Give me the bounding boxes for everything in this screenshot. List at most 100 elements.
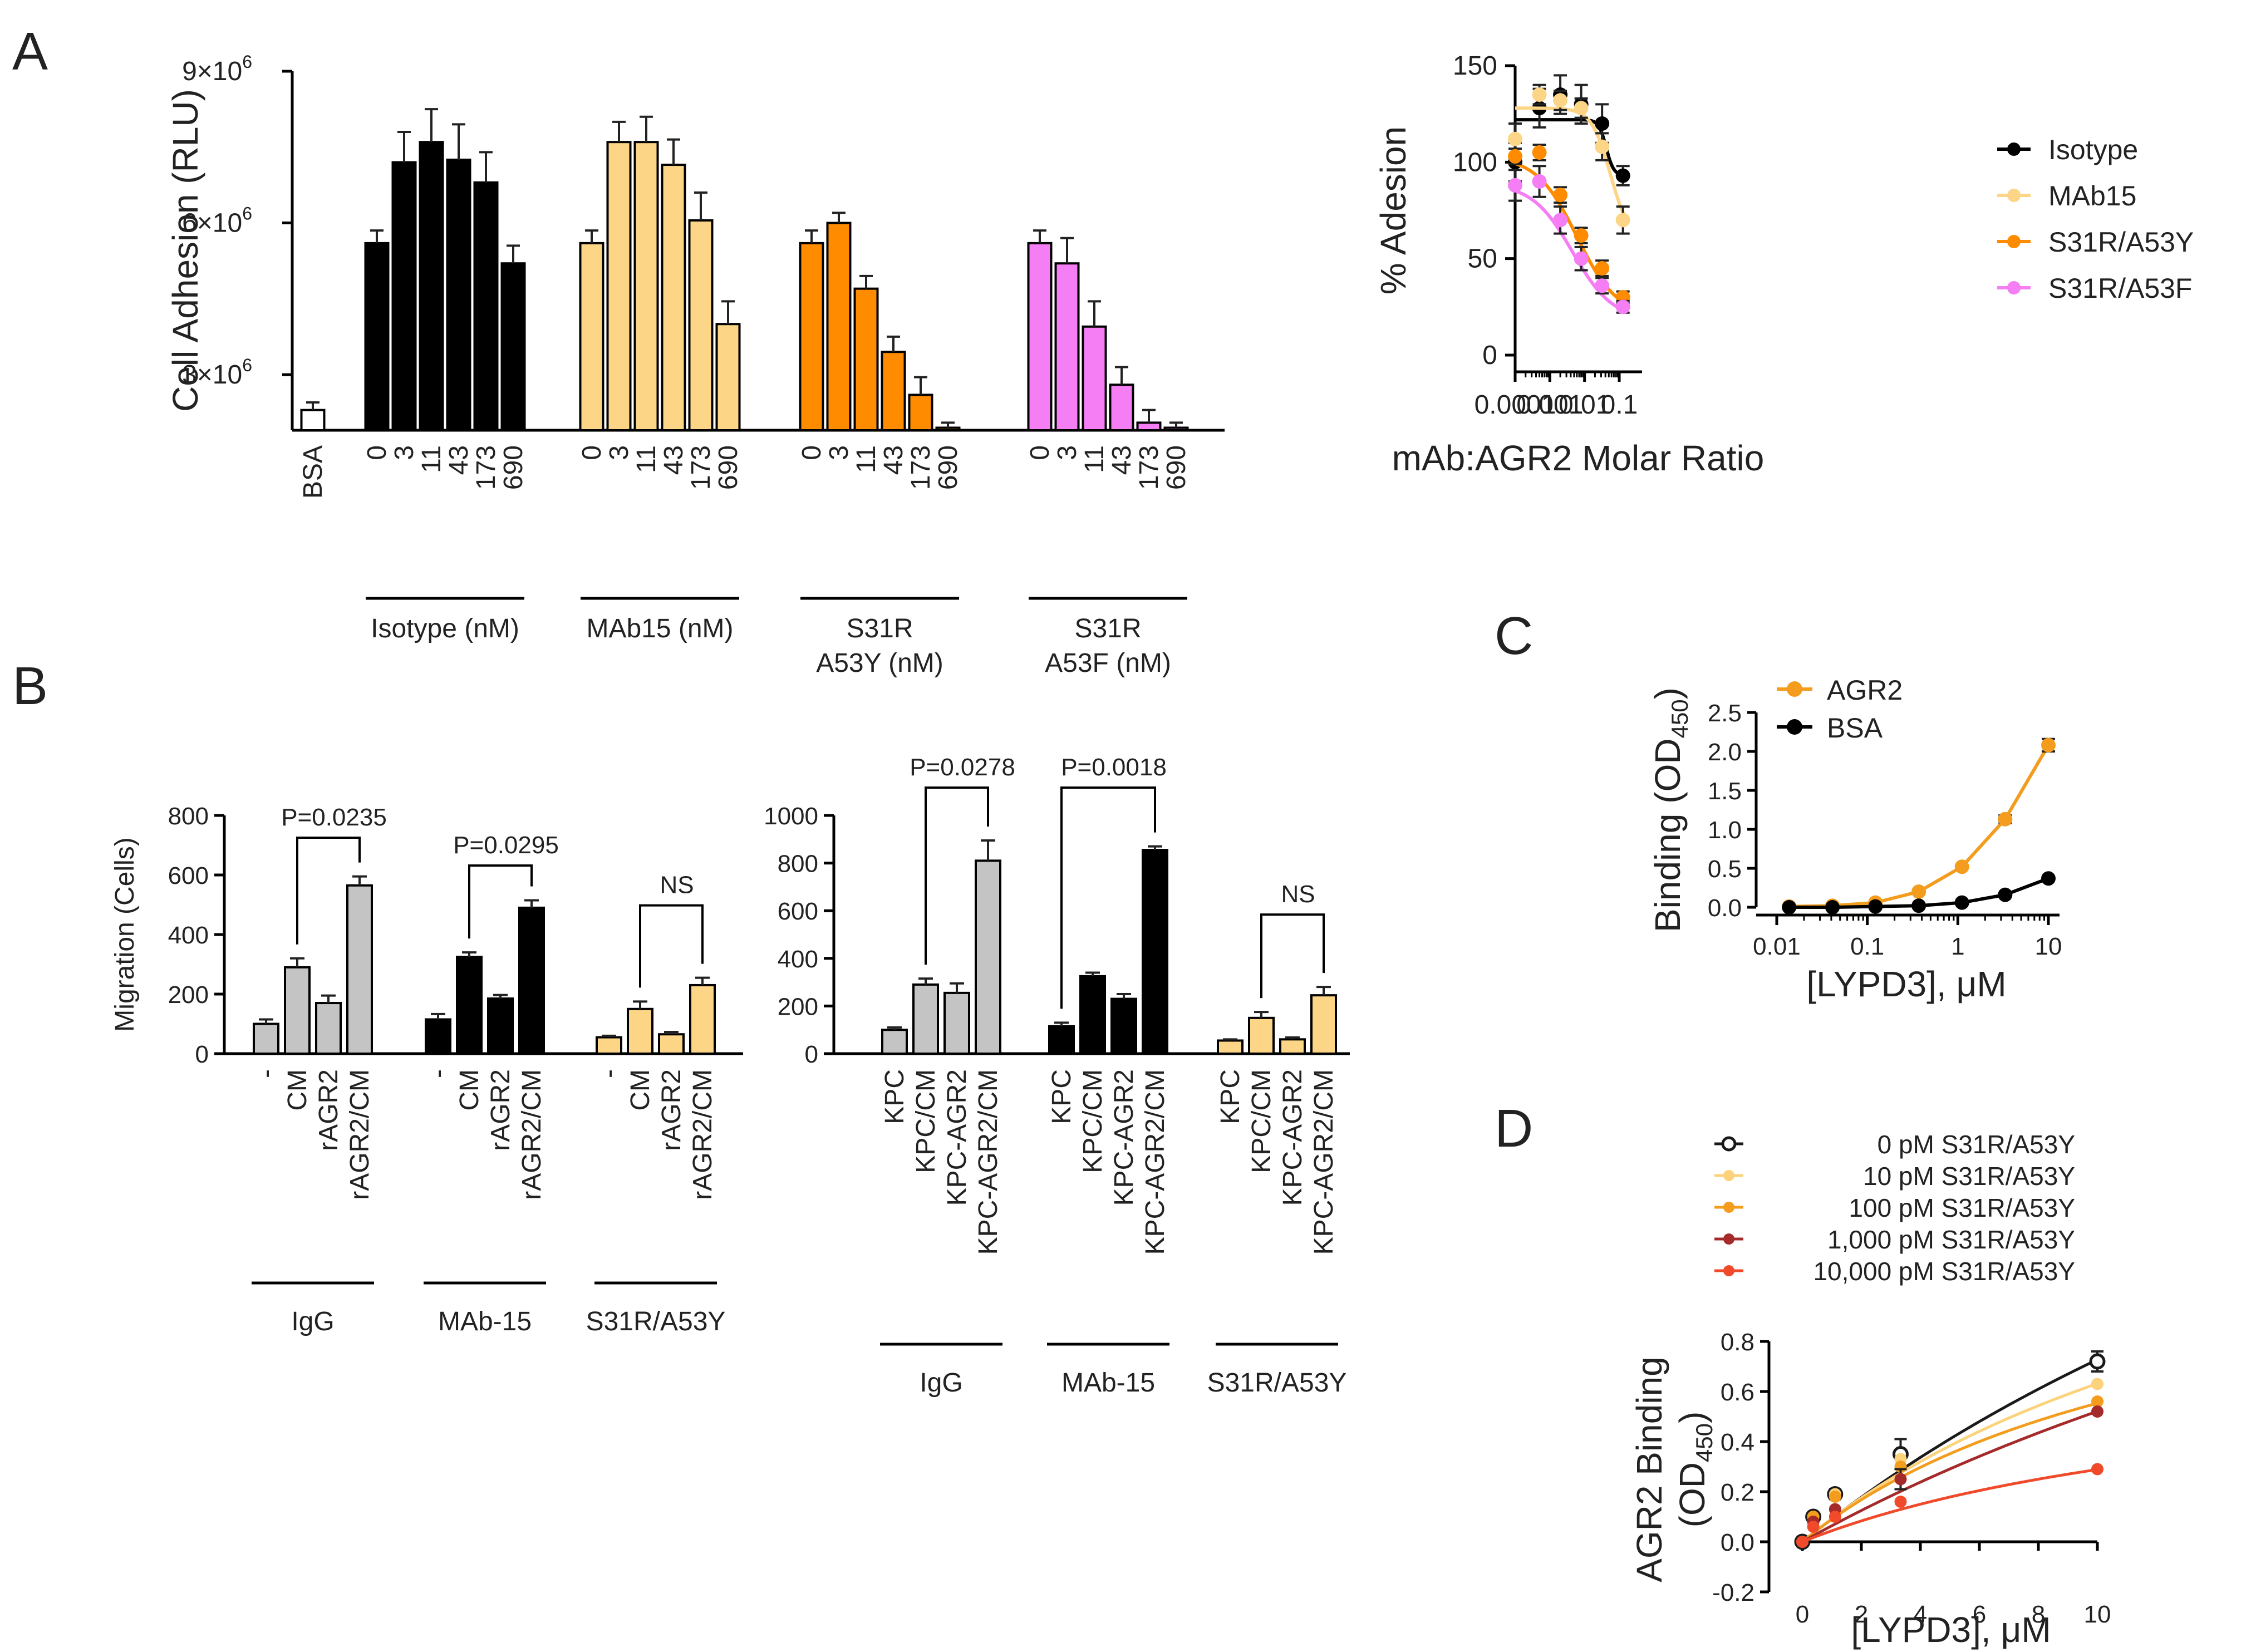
x-tick-label: 0.001 bbox=[1516, 390, 1583, 420]
data-point bbox=[1532, 174, 1547, 189]
data-point bbox=[1911, 898, 1926, 913]
y-tick-label: 200 bbox=[778, 993, 818, 1020]
legend-marker bbox=[1723, 1233, 1734, 1245]
x-tick-label: 6 bbox=[1973, 1601, 1986, 1628]
legend-marker bbox=[1787, 719, 1802, 735]
x-axis-label: mAb:AGR2 Molar Ratio bbox=[1392, 438, 1765, 478]
data-point bbox=[1553, 188, 1568, 203]
legend-marker bbox=[1723, 1170, 1734, 1181]
bar bbox=[1109, 384, 1134, 432]
x-tick-label: 173 bbox=[471, 445, 501, 490]
x-tick-label: CM bbox=[455, 1069, 484, 1111]
bar bbox=[912, 983, 939, 1055]
bar bbox=[1079, 975, 1106, 1055]
y-tick-exponent: 6 bbox=[242, 52, 252, 72]
bar bbox=[881, 351, 906, 431]
x-tick-label: KPC bbox=[1216, 1069, 1245, 1124]
x-tick-label: - bbox=[252, 1069, 281, 1078]
y-tick-exponent: 6 bbox=[242, 355, 252, 375]
bar bbox=[1054, 262, 1080, 431]
panel-label-d: D bbox=[1495, 1099, 1533, 1158]
bar bbox=[391, 161, 417, 431]
y-tick-exponent: 6 bbox=[242, 204, 252, 224]
bar bbox=[487, 997, 514, 1055]
group-label: IgG bbox=[291, 1307, 334, 1336]
fit-line bbox=[1801, 1410, 2098, 1543]
legend-marker bbox=[1723, 1265, 1734, 1276]
data-point bbox=[2091, 1405, 2103, 1418]
x-tick-label: 43 bbox=[444, 445, 474, 475]
x-tick-label: rAGR2 bbox=[657, 1069, 686, 1151]
legend-label: Isotype bbox=[2048, 134, 2138, 165]
x-tick-label: 11 bbox=[632, 445, 661, 473]
x-tick-label: 173 bbox=[1134, 445, 1164, 490]
bar bbox=[975, 859, 1001, 1055]
data-point bbox=[2041, 738, 2056, 753]
y-tick-label: 100 bbox=[1453, 148, 1497, 177]
significance-label: NS bbox=[1281, 881, 1315, 908]
x-tick-label: 690 bbox=[1162, 445, 1191, 490]
group-label: Isotype (nM) bbox=[371, 614, 519, 643]
x-tick-label: 11 bbox=[852, 445, 881, 473]
x-tick-label: - bbox=[424, 1069, 453, 1078]
x-tick-label: 0.1 bbox=[1850, 933, 1884, 960]
legend-label: 10 pM S31R/A53Y bbox=[1863, 1162, 2075, 1191]
bar bbox=[689, 984, 716, 1055]
bar bbox=[1082, 325, 1107, 431]
x-tick-label: 0 bbox=[1025, 445, 1055, 460]
legend-label: BSA bbox=[1827, 712, 1883, 744]
bar bbox=[473, 181, 499, 431]
significance-bracket bbox=[468, 864, 533, 939]
bar bbox=[881, 1029, 908, 1055]
group-label: MAb15 (nM) bbox=[586, 614, 733, 643]
bar bbox=[1248, 1016, 1275, 1055]
legend-label: 1,000 pM S31R/A53Y bbox=[1827, 1225, 2075, 1254]
data-point bbox=[1595, 278, 1610, 293]
x-tick-label: KPC-AGR2/CM bbox=[974, 1069, 1003, 1255]
bar bbox=[315, 1002, 342, 1055]
x-tick-label: 0.01 bbox=[1559, 390, 1610, 420]
y-tick-label: 0 bbox=[1482, 341, 1497, 370]
bar bbox=[1142, 849, 1168, 1055]
x-tick-label: 0 bbox=[1796, 1601, 1809, 1628]
data-point bbox=[1911, 884, 1926, 899]
data-point bbox=[1615, 213, 1630, 228]
significance-bracket bbox=[639, 904, 704, 988]
x-tick-label: rAGR2/CM bbox=[345, 1069, 375, 1200]
bar bbox=[419, 141, 444, 431]
x-tick-label: 690 bbox=[499, 445, 528, 490]
legend-label: 0 pM S31R/A53Y bbox=[1878, 1130, 2075, 1159]
bar bbox=[1136, 421, 1162, 431]
y-tick-label: 600 bbox=[168, 862, 209, 889]
data-point bbox=[2041, 871, 2056, 886]
x-tick-label: 1 bbox=[1951, 933, 1964, 960]
legend-marker bbox=[2007, 235, 2021, 248]
x-tick-label: 3 bbox=[1053, 445, 1082, 460]
x-tick-label-bsa: BSA bbox=[298, 445, 328, 499]
significance-label: P=0.0018 bbox=[1061, 754, 1167, 781]
data-point bbox=[1998, 812, 2013, 827]
group-label: S31R/A53Y bbox=[586, 1307, 726, 1336]
x-tick-label: KPC/CM bbox=[1078, 1069, 1108, 1173]
bar bbox=[1048, 1025, 1075, 1055]
significance-label: P=0.0278 bbox=[910, 754, 1015, 781]
data-point bbox=[1595, 261, 1610, 276]
x-tick-label: KPC bbox=[1047, 1069, 1077, 1124]
bar bbox=[1279, 1038, 1306, 1055]
bar bbox=[1310, 994, 1337, 1055]
y-tick-label: 0 bbox=[805, 1041, 818, 1068]
x-tick-label: 3 bbox=[390, 445, 419, 460]
data-point bbox=[1574, 228, 1589, 243]
legend-label: 100 pM S31R/A53Y bbox=[1849, 1193, 2075, 1222]
significance-bracket bbox=[925, 786, 989, 965]
data-point bbox=[1825, 900, 1840, 914]
group-label: S31R bbox=[1074, 614, 1141, 643]
y-tick-label: 9×106 bbox=[182, 52, 252, 86]
fit-line bbox=[1515, 106, 1627, 218]
y-tick-label: 1.0 bbox=[1708, 817, 1742, 844]
legend-marker bbox=[1723, 1202, 1734, 1213]
panel-label-c: C bbox=[1495, 606, 1533, 666]
data-point bbox=[1954, 859, 1969, 874]
